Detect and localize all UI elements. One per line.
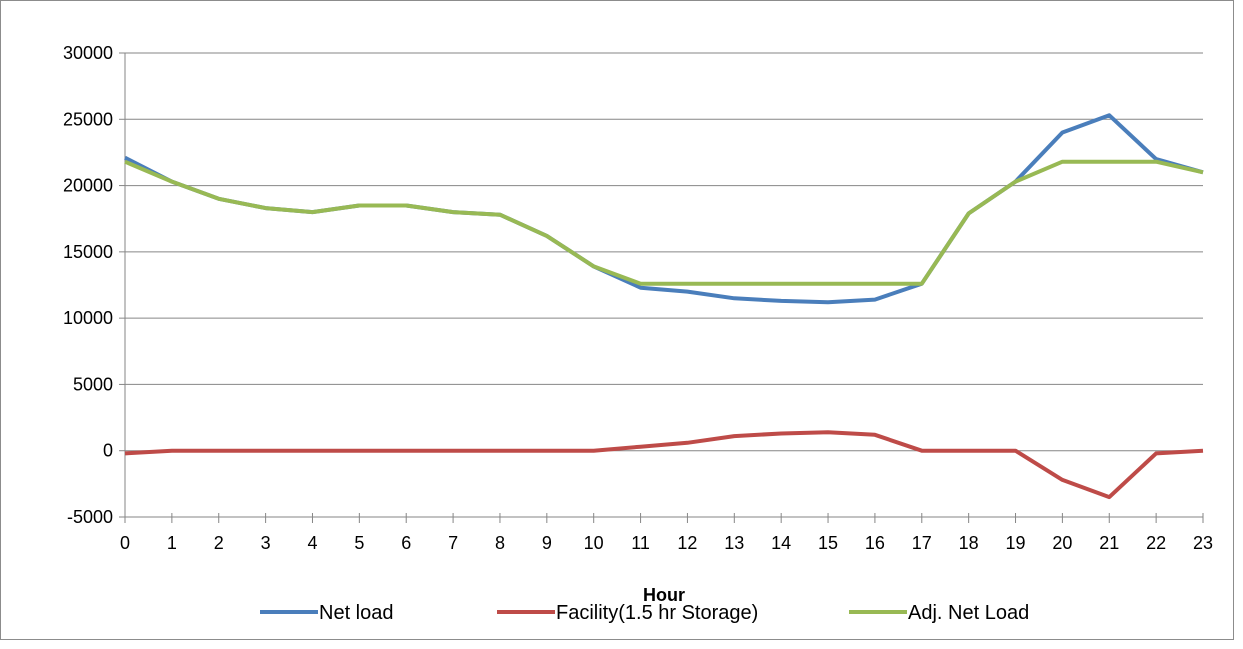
y-axis-tick-labels: -5000 0 5000 10000 15000 20000 25000 30000 bbox=[63, 43, 113, 527]
y-tick-label: -5000 bbox=[67, 507, 113, 527]
legend-item: Facility(1.5 hr Storage) bbox=[497, 602, 758, 624]
y-tick-label: 15000 bbox=[63, 242, 113, 262]
x-tick-label: 23 bbox=[1193, 533, 1213, 553]
series-line-3 bbox=[124, 159, 1204, 286]
legend-label: Net load bbox=[319, 602, 394, 624]
x-tick-label: 18 bbox=[959, 533, 979, 553]
y-tick-label: 10000 bbox=[63, 308, 113, 328]
x-tick-label: 9 bbox=[542, 533, 552, 553]
x-tick-label: 8 bbox=[495, 533, 505, 553]
x-tick-label: 19 bbox=[1006, 533, 1026, 553]
legend-item: Net load bbox=[260, 602, 394, 624]
x-tick-label: 15 bbox=[818, 533, 838, 553]
x-tick-label: 14 bbox=[771, 533, 791, 553]
y-tick-label: 20000 bbox=[63, 176, 113, 196]
series-lines bbox=[124, 113, 1204, 500]
legend-label: Facility(1.5 hr Storage) bbox=[556, 602, 758, 624]
legend-label: Adj. Net Load bbox=[908, 602, 1029, 624]
x-tick-label: 13 bbox=[724, 533, 744, 553]
legend: Net load Facility(1.5 hr Storage) Adj. Net… bbox=[260, 602, 1029, 624]
x-tick-label: 20 bbox=[1052, 533, 1072, 553]
x-tick-label: 3 bbox=[261, 533, 271, 553]
y-tick-label: 0 bbox=[103, 441, 113, 461]
x-axis-tick-labels: 0 1 2 3 4 5 6 7 8 9 10 11 12 13 14 15 16 17 18 19 20 21 22 23 bbox=[120, 533, 1213, 553]
y-tick-label: 25000 bbox=[63, 109, 113, 129]
y-tick-label: 5000 bbox=[73, 374, 113, 394]
x-axis-title: Hour bbox=[643, 585, 685, 605]
x-tick-label: 22 bbox=[1146, 533, 1166, 553]
legend-item: Adj. Net Load bbox=[849, 602, 1029, 624]
x-tick-label: 11 bbox=[631, 533, 650, 553]
x-tick-label: 1 bbox=[167, 533, 177, 553]
y-tick-label: 30000 bbox=[63, 43, 113, 63]
x-tick-label: 17 bbox=[912, 533, 932, 553]
x-tick-label: 5 bbox=[354, 533, 364, 553]
x-tick-label: 12 bbox=[677, 533, 697, 553]
x-tick-label: 4 bbox=[307, 533, 317, 553]
gridlines bbox=[125, 52, 1203, 518]
series-line-2 bbox=[124, 430, 1204, 500]
x-tick-label: 10 bbox=[584, 533, 604, 553]
x-tick-label: 0 bbox=[120, 533, 130, 553]
x-tick-label: 7 bbox=[448, 533, 458, 553]
x-tick-label: 6 bbox=[401, 533, 411, 553]
x-tick-label: 16 bbox=[865, 533, 885, 553]
x-tick-label: 21 bbox=[1099, 533, 1119, 553]
chart-area bbox=[0, 0, 1234, 640]
x-tick-label: 2 bbox=[214, 533, 224, 553]
